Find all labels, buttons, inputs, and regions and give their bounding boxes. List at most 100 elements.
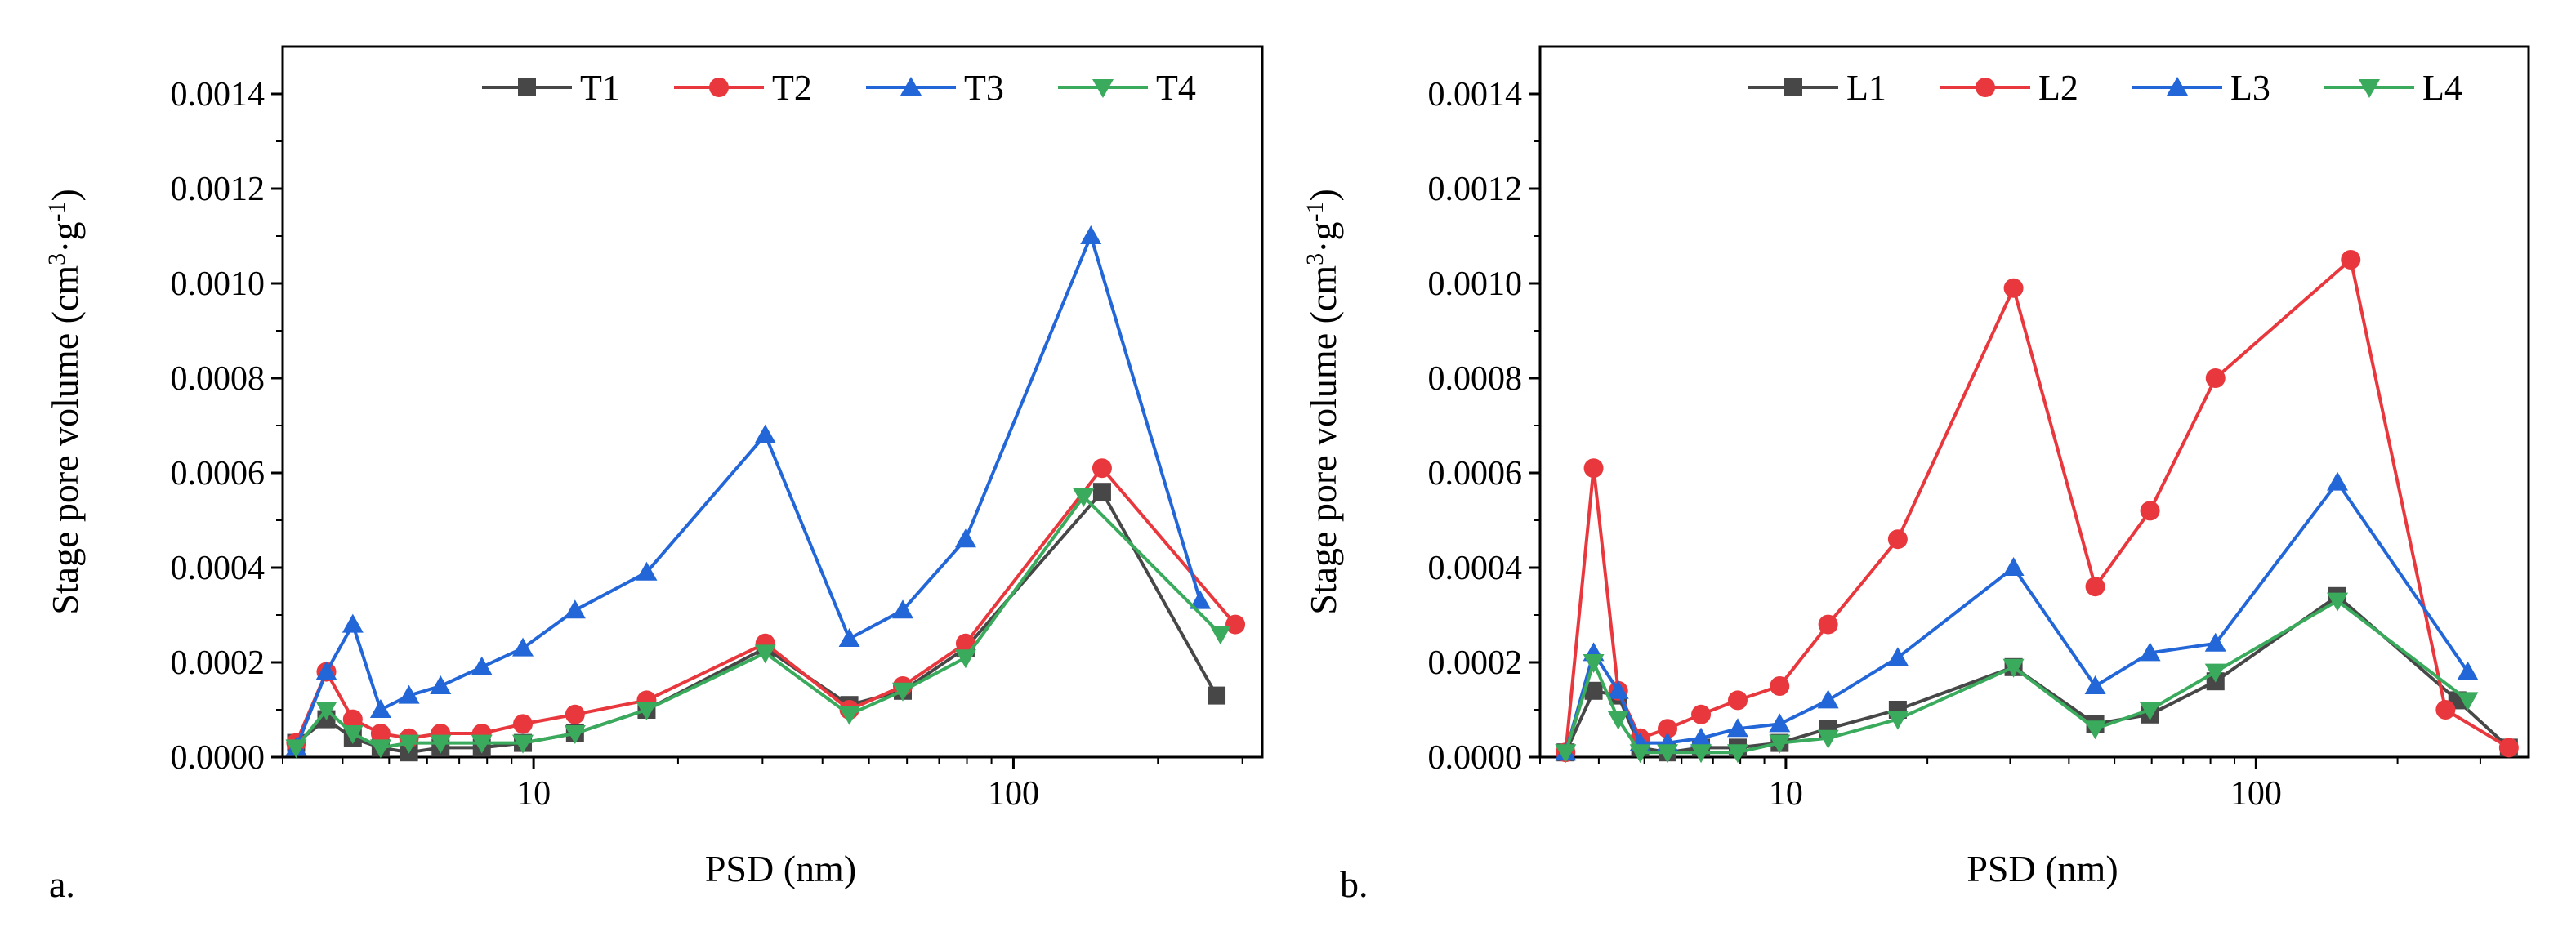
data-point-T2	[1225, 614, 1246, 635]
series-line-T2	[294, 466, 1237, 744]
data-point-T4	[1209, 626, 1231, 645]
data-point-T4	[285, 739, 307, 759]
data-point-T3	[564, 599, 586, 619]
legend-label-L2: L2	[2038, 68, 2078, 108]
data-point-T3	[315, 661, 337, 680]
series-T3	[285, 225, 1212, 756]
y-tick-label: 0.0006	[1428, 455, 1523, 492]
y-tick-label: 0.0010	[171, 265, 266, 303]
data-point-T3	[754, 424, 776, 443]
data-point-L2	[1691, 704, 1712, 724]
series-line-T3	[294, 234, 1202, 749]
data-point-L3	[2204, 632, 2226, 652]
plot-frame	[1538, 45, 2530, 759]
x-tick-label: 10	[1769, 775, 1803, 813]
data-point-T3	[471, 656, 493, 675]
legend-marker-T4	[1092, 79, 1114, 98]
y-tick-label: 0.0014	[1428, 76, 1523, 114]
data-point-T4	[838, 706, 860, 725]
legend: T1 T2 T3 T4	[482, 68, 1196, 108]
y-tick-label: 0.0000	[1428, 739, 1523, 777]
data-point-L4	[1817, 729, 1839, 749]
data-point-L2	[2205, 368, 2226, 388]
data-point-L4	[2457, 692, 2479, 711]
data-point-L2	[1727, 690, 1748, 711]
y-tick-label: 0.0002	[171, 644, 266, 682]
data-point-L2	[1770, 676, 1790, 696]
data-point-T3	[342, 613, 364, 633]
data-point-T4	[1073, 488, 1095, 507]
legend-marker-L3	[2167, 77, 2188, 96]
legend-marker-T1	[518, 78, 536, 96]
y-axis-title: Stage pore volume (cm3·g-1)	[43, 189, 87, 615]
data-point-T2	[370, 724, 391, 743]
x-tick-label: 100	[2230, 775, 2282, 813]
x-axis-title: PSD (nm)	[1967, 848, 2118, 889]
data-point-T3	[398, 684, 420, 704]
legend-marker-L1	[1784, 78, 1802, 96]
data-point-L3	[2084, 675, 2106, 694]
data-point-T1	[1208, 686, 1226, 705]
x-tick-label: 10	[516, 775, 551, 813]
y-tick-label: 0.0010	[1428, 265, 1523, 303]
data-point-L4	[1583, 654, 1605, 673]
data-point-L4	[2327, 592, 2349, 612]
data-point-L4	[2204, 663, 2226, 683]
series-T4	[285, 488, 1231, 759]
data-point-T4	[891, 682, 913, 702]
y-tick-label: 0.0008	[171, 360, 266, 398]
series-line-L1	[1564, 594, 2511, 755]
y-tick-label: 0.0002	[1428, 644, 1523, 682]
data-point-L2	[2498, 738, 2519, 758]
data-point-L2	[2140, 501, 2160, 521]
series-L4	[1555, 592, 2479, 764]
y-tick-label: 0.0006	[171, 455, 266, 492]
data-point-L4	[2084, 720, 2106, 740]
data-point-L3	[2457, 661, 2479, 680]
series-line-T4	[294, 495, 1222, 750]
chart-panel-a: 0.0000 0.0002 0.0004 0.0006 0.0008 0.0010 0.00…	[43, 45, 1264, 905]
x-tick-label: 100	[988, 775, 1039, 813]
data-point-L4	[2002, 658, 2025, 678]
y-tick-label: 0.0014	[171, 76, 266, 114]
legend-marker-L2	[1976, 78, 1995, 97]
data-point-L2	[2341, 250, 2361, 270]
data-point-T3	[1080, 225, 1102, 244]
x-axis-title: PSD (nm)	[705, 848, 856, 889]
legend-label-L1: L1	[1846, 68, 1886, 108]
data-point-L3	[1817, 689, 1839, 709]
data-point-T3	[512, 637, 534, 657]
panel-label: a.	[49, 863, 75, 905]
data-point-T3	[430, 675, 452, 694]
data-point-T2	[565, 704, 585, 724]
legend: L1 L2 L3 L4	[1748, 68, 2462, 108]
data-point-L2	[1887, 529, 1908, 550]
series-line-L3	[1564, 480, 2470, 753]
data-point-L4	[1555, 744, 1577, 764]
data-point-L2	[1818, 614, 1838, 635]
data-point-L3	[2002, 557, 2025, 576]
data-point-L3	[1607, 680, 1629, 699]
data-point-T3	[636, 561, 658, 581]
chart-panel-b: 0.0000 0.0002 0.0004 0.0006 0.0008 0.0010 0.00…	[1301, 45, 2530, 905]
data-point-L3	[1886, 647, 1909, 666]
y-tick-label: 0.0000	[171, 739, 266, 777]
data-point-L2	[2003, 278, 2024, 298]
data-point-L2	[1583, 458, 1604, 479]
data-point-L2	[2435, 700, 2456, 720]
data-point-T4	[954, 649, 976, 669]
legend-label-T1: T1	[580, 68, 620, 108]
data-point-T3	[1190, 590, 1212, 609]
series-line-T1	[295, 490, 1218, 755]
plot-frame	[281, 45, 1264, 759]
data-point-L2	[1657, 719, 1677, 739]
series-line-L4	[1564, 599, 2469, 755]
data-point-L3	[2327, 471, 2349, 491]
data-point-T4	[512, 734, 534, 754]
legend-label-T4: T4	[1156, 68, 1196, 108]
data-point-L3	[1726, 718, 1748, 738]
y-tick-label: 0.0008	[1428, 360, 1523, 398]
y-tick-label: 0.0004	[171, 550, 266, 587]
data-point-T3	[891, 599, 913, 619]
y-axis-title: Stage pore volume (cm3·g-1)	[1301, 189, 1345, 615]
